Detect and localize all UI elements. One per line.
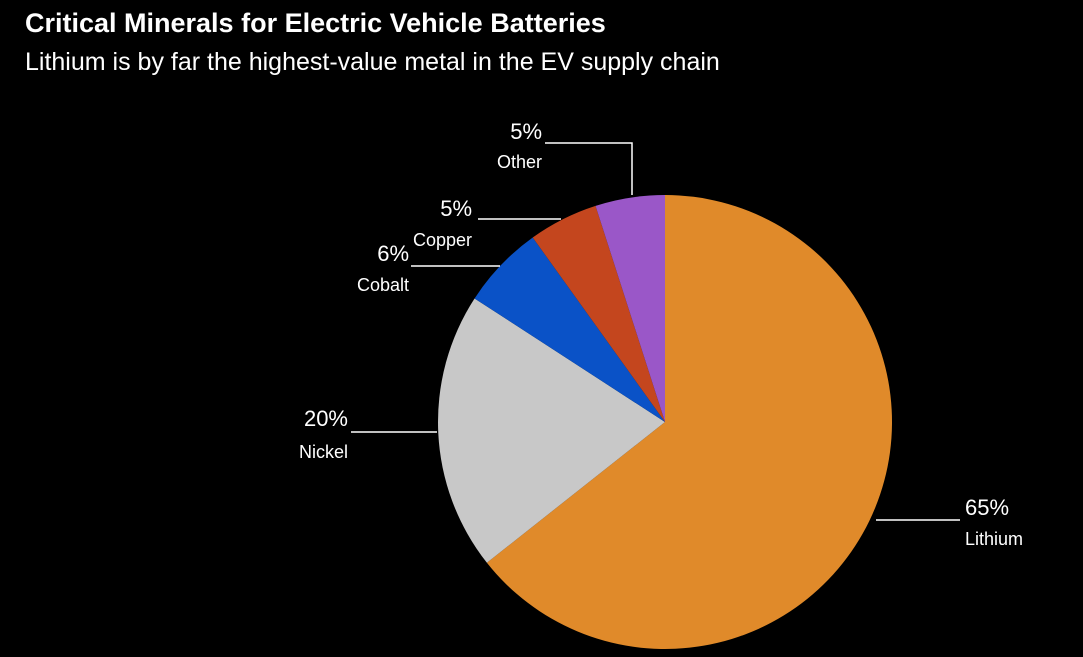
pie-slice-copper bbox=[532, 205, 665, 422]
label-name-other: Other bbox=[497, 152, 542, 172]
chart-title: Critical Minerals for Electric Vehicle B… bbox=[25, 8, 606, 38]
pie-slice-cobalt bbox=[474, 237, 665, 422]
leader-lines bbox=[351, 142, 960, 521]
label-value-nickel: 20% bbox=[304, 406, 348, 431]
label-value-cobalt: 6% bbox=[377, 241, 409, 266]
label-value-copper: 5% bbox=[440, 196, 472, 221]
pie-slice-other bbox=[595, 195, 665, 422]
pie-slice-lithium bbox=[486, 195, 893, 650]
label-name-copper: Copper bbox=[413, 230, 472, 250]
leader-line-other bbox=[545, 142, 633, 195]
pie-slices bbox=[438, 195, 893, 650]
label-name-cobalt: Cobalt bbox=[357, 275, 409, 295]
label-name-nickel: Nickel bbox=[299, 442, 348, 462]
pie-slice-nickel bbox=[438, 298, 665, 563]
chart-subtitle: Lithium is by far the highest-value meta… bbox=[25, 48, 720, 76]
slice-labels: 5% Other 5% Copper 6% Cobalt 20% Nickel … bbox=[299, 119, 1023, 549]
label-name-lithium: Lithium bbox=[965, 529, 1023, 549]
label-value-other: 5% bbox=[510, 119, 542, 144]
label-value-lithium: 65% bbox=[965, 495, 1009, 520]
